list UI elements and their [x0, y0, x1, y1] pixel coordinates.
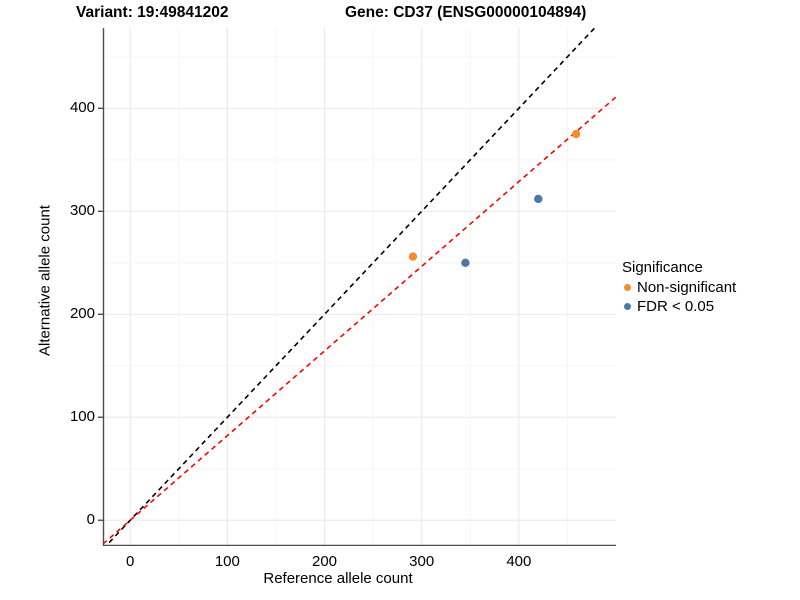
- y-axis-title: Alternative allele count: [36, 205, 54, 356]
- plot-panel: 0 100 200 300 400 0 100 200 300 400: [70, 4, 617, 569]
- x-tick-label: 0: [126, 553, 135, 570]
- legend-label: FDR < 0.05: [637, 298, 715, 315]
- axis-lines: [102, 28, 616, 547]
- x-tick-label: 200: [312, 553, 338, 570]
- minor-gridlines: [103, 28, 616, 546]
- data-point: [534, 194, 543, 204]
- legend-dot-fdr: [622, 297, 635, 316]
- legend-title: Significance: [622, 259, 703, 276]
- legend-dot-icon: [624, 303, 631, 310]
- data-point: [571, 129, 581, 139]
- x-tick-label: 100: [214, 553, 240, 570]
- y-tick-label: 0: [86, 511, 95, 529]
- y-tick-label: 300: [69, 202, 95, 220]
- y-tick-label: 200: [69, 305, 95, 323]
- x-axis-title: Reference allele count: [263, 570, 413, 587]
- legend-dot-icon: [624, 284, 631, 291]
- plot-canvas: [86, 4, 617, 550]
- x-tick-label: 400: [506, 553, 532, 570]
- legend-items: Non-significant FDR < 0.05: [622, 278, 797, 316]
- reference-line-identity: [102, 4, 617, 550]
- variant-title: Variant: 19:49841202: [76, 4, 229, 21]
- legend-label: Non-significant: [637, 279, 737, 296]
- gene-title: Gene: CD37 (ENSG00000104894): [345, 4, 587, 21]
- legend-item[interactable]: FDR < 0.05: [622, 297, 797, 316]
- y-tick-label: 100: [69, 408, 95, 426]
- data-points: [408, 129, 581, 267]
- data-point: [408, 252, 418, 261]
- data-point: [461, 258, 470, 267]
- major-gridlines: [103, 28, 616, 546]
- plot-title-row: Variant: 19:49841202 Gene: CD37 (ENSG000…: [0, 4, 620, 28]
- reference-lines: [102, 4, 617, 550]
- legend-dot-nonsignificant: [622, 278, 635, 297]
- legend: Significance Non-significant FDR < 0.05: [622, 258, 797, 316]
- x-tick-label: 300: [409, 553, 435, 570]
- y-tick-label: 400: [69, 99, 95, 117]
- legend-item[interactable]: Non-significant: [622, 278, 797, 297]
